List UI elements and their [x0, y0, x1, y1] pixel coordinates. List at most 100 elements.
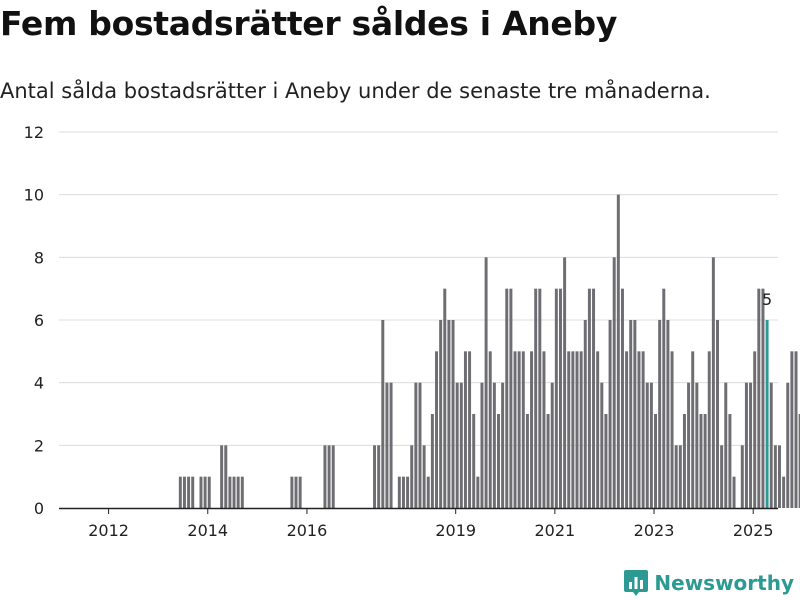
bar	[294, 476, 298, 508]
bar	[430, 414, 434, 508]
bar	[546, 414, 550, 508]
bar	[240, 476, 244, 508]
bar	[773, 445, 777, 508]
bar	[224, 445, 228, 508]
bar	[757, 288, 761, 508]
bar	[521, 351, 525, 508]
bar	[505, 288, 509, 508]
y-tick-label: 2	[34, 436, 44, 455]
bar	[492, 382, 496, 508]
x-tick-label: 2025	[733, 521, 774, 540]
bar	[480, 382, 484, 508]
bar	[232, 476, 236, 508]
bar	[414, 382, 418, 508]
bar	[517, 351, 521, 508]
y-tick-label: 6	[34, 311, 44, 330]
bar	[769, 382, 773, 508]
y-tick-label: 8	[34, 248, 44, 267]
bar	[182, 476, 186, 508]
y-tick-label: 4	[34, 374, 44, 393]
bar	[699, 414, 703, 508]
bar	[331, 445, 335, 508]
bar	[761, 288, 765, 508]
bar	[567, 351, 571, 508]
x-tick-label: 2021	[535, 521, 576, 540]
bar	[323, 445, 327, 508]
bar	[654, 414, 658, 508]
annotation-label: 5	[762, 290, 772, 309]
bar	[641, 351, 645, 508]
bar	[178, 476, 182, 508]
bar	[542, 351, 546, 508]
bar	[794, 351, 798, 508]
bar	[447, 320, 451, 508]
bar	[476, 476, 480, 508]
bar	[620, 288, 624, 508]
bar	[790, 351, 794, 508]
bar	[587, 288, 591, 508]
bar	[625, 351, 629, 508]
bar	[468, 351, 472, 508]
bar	[439, 320, 443, 508]
bar	[455, 382, 459, 508]
bar	[575, 351, 579, 508]
bar	[418, 382, 422, 508]
bar	[633, 320, 637, 508]
bar	[513, 351, 517, 508]
bar	[327, 445, 331, 508]
bar	[707, 351, 711, 508]
bar	[716, 320, 719, 508]
bar	[501, 382, 505, 508]
y-tick-label: 12	[24, 123, 44, 142]
bar-highlight	[765, 320, 769, 508]
bar	[629, 320, 633, 508]
axes: 0 2 4 6 8 10 12 5 2012 2014 2016 2019 2021 2023 2025	[24, 123, 778, 540]
newsworthy-logo-text: Newsworthy	[654, 571, 794, 595]
bar	[459, 382, 463, 508]
bar	[732, 476, 736, 508]
bar	[616, 194, 620, 508]
x-tick-label: 2019	[435, 521, 476, 540]
bar	[649, 382, 653, 508]
bar	[381, 320, 385, 508]
bar	[373, 445, 377, 508]
x-tick-label: 2012	[88, 521, 129, 540]
bar	[550, 382, 554, 508]
bar	[228, 476, 232, 508]
bar	[711, 257, 715, 508]
bar	[782, 476, 786, 508]
bar	[662, 288, 666, 508]
bar	[426, 476, 430, 508]
bar	[579, 351, 583, 508]
bar	[740, 445, 744, 508]
bar	[682, 414, 686, 508]
bar	[724, 382, 728, 508]
bar	[389, 382, 393, 508]
bar	[563, 257, 567, 508]
bar	[637, 351, 641, 508]
bar	[298, 476, 302, 508]
newsworthy-logo: Newsworthy	[624, 570, 794, 596]
bar	[720, 445, 724, 508]
x-tick-label: 2023	[634, 521, 675, 540]
bar	[236, 476, 240, 508]
bar	[749, 382, 753, 508]
bar	[443, 288, 447, 508]
bar	[670, 351, 674, 508]
bar	[472, 414, 476, 508]
bar	[203, 476, 207, 508]
y-tick-label: 0	[34, 499, 44, 518]
bar	[798, 414, 800, 508]
bar	[604, 414, 608, 508]
bar	[778, 445, 781, 508]
bar	[600, 382, 604, 508]
x-tick-label: 2016	[287, 521, 328, 540]
bars-group	[178, 194, 800, 508]
bar	[509, 288, 513, 508]
bar	[187, 476, 191, 508]
bar	[290, 476, 294, 508]
bar	[558, 288, 562, 508]
bar	[608, 320, 612, 508]
bar	[488, 351, 492, 508]
